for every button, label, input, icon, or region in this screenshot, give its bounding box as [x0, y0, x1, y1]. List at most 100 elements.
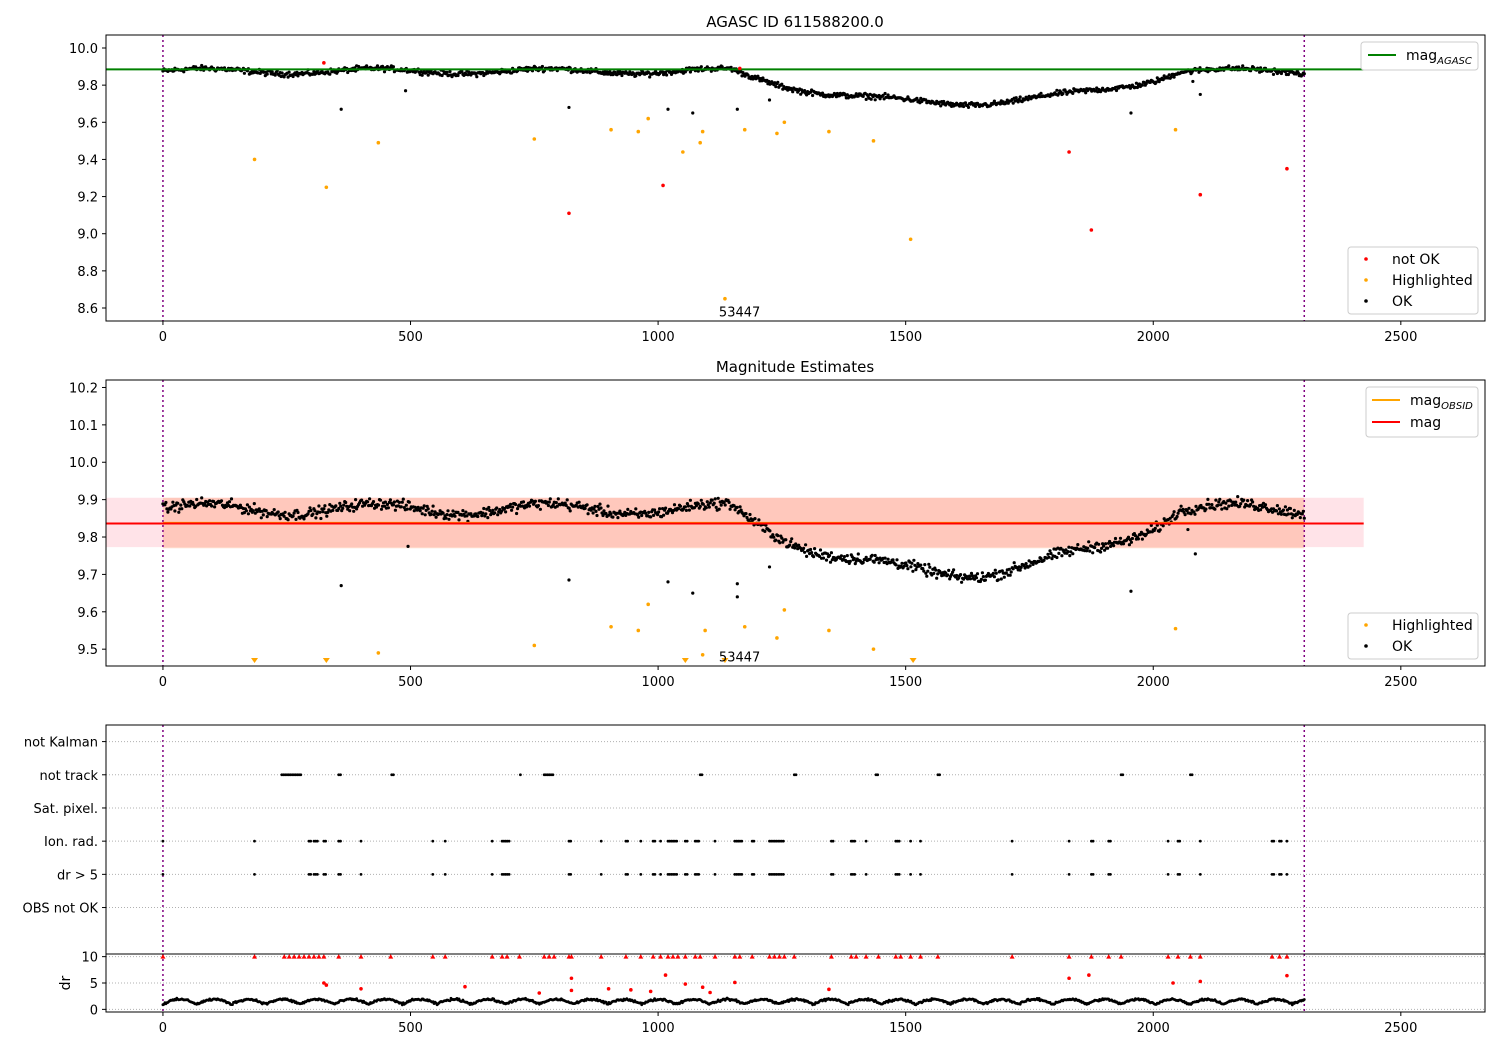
ok-point: [366, 500, 370, 504]
flag-point: [864, 839, 868, 843]
ok-point: [827, 553, 832, 558]
ok-point: [883, 556, 887, 560]
line-legend-box: [1360, 41, 1479, 71]
ok-point: [493, 511, 497, 515]
ok-point: [1129, 540, 1133, 544]
ok-point: [921, 567, 925, 571]
dr-capped-marker: [311, 954, 317, 959]
ok-point: [592, 507, 596, 511]
ok-point: [1113, 536, 1118, 541]
ok-point: [804, 543, 808, 547]
ok-point: [1106, 546, 1110, 550]
dr-capped-marker: [1106, 954, 1112, 959]
flag-point: [1178, 839, 1182, 843]
ok-point: [481, 511, 485, 515]
flag-point: [431, 872, 435, 876]
ok-point: [861, 94, 865, 98]
ok-point: [793, 546, 797, 550]
ok-point: [1288, 506, 1292, 511]
xtick-label: 2500: [1384, 675, 1417, 690]
estimates-panel-title: Magnitude Estimates: [716, 358, 874, 376]
ok-point: [599, 506, 603, 510]
ok-point: [401, 497, 405, 501]
dr-capped-marker: [568, 954, 574, 959]
estimates-panel-frame: [105, 379, 1486, 667]
ok-point: [1210, 503, 1214, 507]
ok-point: [763, 529, 767, 534]
highlighted-point: [532, 137, 537, 141]
ok-point: [1144, 81, 1148, 86]
highlighted-point: [376, 651, 381, 655]
dr-capped-marker: [1197, 954, 1203, 959]
agasc-panel-xaxis: 0 500 1000 1500 2000 2500: [159, 321, 1417, 345]
ok-point: [586, 512, 590, 516]
flag-point: [316, 839, 319, 843]
dr-flagged-point: [733, 980, 737, 985]
ok-point: [611, 515, 615, 519]
ok-point: [778, 541, 782, 545]
line-legend-mag-label: mag: [1410, 415, 1441, 431]
ok-point: [325, 514, 329, 518]
estimates-panel-xaxis: 0 500 1000 1500 2000 2500: [159, 666, 1417, 690]
ok-point: [200, 496, 204, 500]
ok-point: [1277, 507, 1281, 511]
ok-point: [672, 503, 677, 507]
flag-point: [339, 872, 342, 876]
ok-point: [776, 534, 780, 538]
ok-point: [1167, 73, 1171, 77]
dr-capped-marker: [908, 954, 914, 959]
xtick-label: 1000: [642, 1021, 675, 1036]
ok-point: [872, 560, 876, 564]
ok-point: [1026, 98, 1030, 102]
dr-capped-marker: [286, 954, 292, 959]
dr-capped-marker: [499, 954, 505, 959]
ok-point: [432, 513, 436, 517]
flag-point: [919, 839, 922, 843]
flag-point: [685, 872, 689, 876]
ok-point: [606, 504, 610, 508]
ok-point: [788, 543, 792, 547]
highlighted-point: [827, 129, 831, 134]
ok-point: [508, 505, 512, 509]
xtick-label: 500: [398, 675, 423, 690]
ok-point: [729, 65, 733, 69]
ok-point: [1271, 72, 1276, 76]
ok-point: [515, 511, 519, 516]
ok-point: [548, 497, 552, 501]
flag-point: [740, 839, 744, 843]
ok-point: [1230, 503, 1234, 507]
ok-point: [744, 511, 748, 516]
ok-point: [966, 105, 971, 109]
ok-point: [946, 573, 950, 577]
ok-point: [538, 507, 543, 511]
ok-point: [948, 577, 952, 581]
ytick-label: 0: [90, 1003, 98, 1018]
ytick-label: 9.4: [77, 153, 98, 168]
ok-point: [634, 507, 638, 511]
ytick-label: 9.6: [77, 116, 98, 131]
ytick-label: 8.6: [77, 302, 98, 317]
flag-point: [1109, 872, 1112, 876]
ytick-label: 9.2: [77, 191, 98, 206]
ok-point: [873, 553, 877, 558]
ok-point: [585, 503, 589, 507]
ok-point: [278, 517, 282, 521]
ok-point: [716, 496, 720, 500]
flag-point: [909, 839, 912, 843]
ok-point: [654, 69, 658, 73]
agasc-panel-point-legend: not OK Highlighted OK: [1347, 246, 1479, 315]
flag-point: [897, 839, 901, 843]
dr-capped-marker: [546, 954, 552, 959]
ok-point: [947, 568, 951, 573]
ok-point: [1206, 497, 1210, 501]
highlighted-point: [782, 120, 787, 125]
ok-point: [317, 504, 321, 508]
ok-point: [748, 512, 752, 517]
dr-capped-marker: [771, 954, 777, 959]
ok-point: [1031, 562, 1035, 567]
ok-point: [745, 515, 749, 520]
highlighted-point: [324, 185, 329, 190]
ok-point: [1097, 542, 1101, 546]
ok-point: [368, 497, 372, 501]
ok-point: [352, 509, 356, 513]
